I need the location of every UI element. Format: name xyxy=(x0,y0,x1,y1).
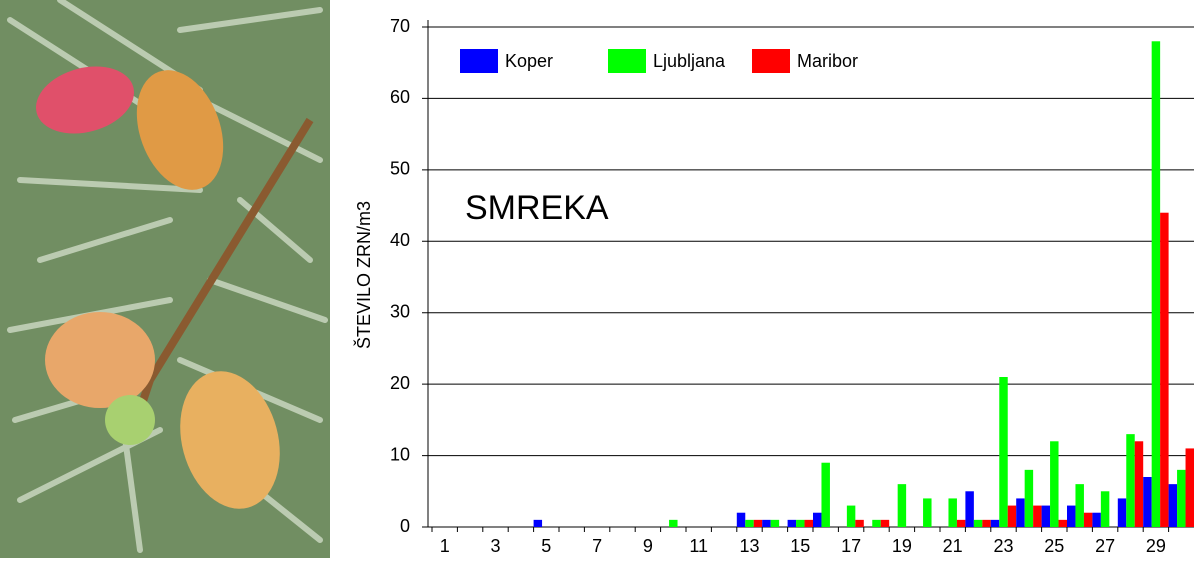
bar xyxy=(821,462,830,527)
bar xyxy=(990,519,1000,527)
x-tick-label: 27 xyxy=(1095,536,1115,556)
bar xyxy=(1185,448,1194,527)
bar xyxy=(1007,505,1017,527)
bar xyxy=(1024,469,1034,527)
bar xyxy=(533,519,543,527)
bar xyxy=(973,519,983,527)
y-tick-label: 0 xyxy=(400,516,410,536)
bar xyxy=(948,498,957,527)
y-tick-label: 30 xyxy=(390,301,410,321)
bar xyxy=(669,519,678,527)
bar xyxy=(1117,498,1127,527)
bar xyxy=(1151,41,1161,528)
x-tick-label: 17 xyxy=(841,536,861,556)
bar xyxy=(1092,512,1101,527)
bar xyxy=(982,519,991,527)
y-tick-label: 60 xyxy=(390,87,410,107)
bar xyxy=(1134,441,1144,527)
bar xyxy=(872,519,881,527)
annotation: SMREKA xyxy=(465,189,609,227)
bar xyxy=(1083,512,1093,527)
bar xyxy=(736,512,746,527)
bar xyxy=(1016,498,1025,527)
bar xyxy=(787,519,797,527)
x-tick-label: 29 xyxy=(1146,536,1166,556)
y-tick-label: 20 xyxy=(390,373,410,393)
bar xyxy=(804,519,813,527)
x-tick-label: 13 xyxy=(739,536,759,556)
bar xyxy=(1143,477,1152,527)
bar xyxy=(1075,484,1084,527)
bar xyxy=(897,484,907,527)
bar xyxy=(770,519,780,527)
y-tick-label: 50 xyxy=(390,159,410,179)
bar xyxy=(1041,505,1051,527)
y-tick-label: 70 xyxy=(390,16,410,36)
bar xyxy=(813,512,822,527)
bar xyxy=(1160,212,1169,527)
y-tick-label: 10 xyxy=(390,444,410,464)
bar xyxy=(1058,519,1067,527)
bar xyxy=(855,519,864,527)
bar xyxy=(1126,434,1135,527)
bar xyxy=(923,498,932,527)
legend-label: Ljubljana xyxy=(653,51,726,71)
legend-swatch xyxy=(460,49,498,73)
x-tick-label: 9 xyxy=(643,536,653,556)
bar xyxy=(965,491,974,527)
bar xyxy=(1100,491,1110,527)
x-tick-label: 3 xyxy=(490,536,500,556)
bar xyxy=(1177,469,1186,527)
bar xyxy=(745,519,754,527)
bar xyxy=(956,519,966,527)
bar xyxy=(1168,484,1178,527)
bar xyxy=(880,519,890,527)
legend-swatch xyxy=(752,49,790,73)
bar xyxy=(762,519,771,527)
x-tick-label: 1 xyxy=(440,536,450,556)
bar xyxy=(1050,441,1059,527)
y-axis-label: ŠTEVILO ZRN/m3 xyxy=(353,201,374,349)
x-tick-label: 19 xyxy=(892,536,912,556)
spruce-photo xyxy=(0,0,330,558)
y-tick-label: 40 xyxy=(390,230,410,250)
legend-label: Koper xyxy=(505,51,553,71)
bar xyxy=(846,505,856,527)
bar xyxy=(753,519,763,527)
bar xyxy=(999,377,1008,527)
bar xyxy=(1067,505,1076,527)
x-tick-label: 11 xyxy=(689,536,708,556)
x-tick-label: 23 xyxy=(993,536,1013,556)
bar xyxy=(1033,505,1042,527)
legend-label: Maribor xyxy=(797,51,858,71)
x-tick-label: 7 xyxy=(592,536,602,556)
bar xyxy=(796,519,805,527)
x-tick-label: 5 xyxy=(541,536,551,556)
legend-swatch xyxy=(608,49,646,73)
x-tick-label: 21 xyxy=(943,536,963,556)
x-tick-label: 15 xyxy=(790,536,810,556)
x-tick-label: 25 xyxy=(1044,536,1064,556)
